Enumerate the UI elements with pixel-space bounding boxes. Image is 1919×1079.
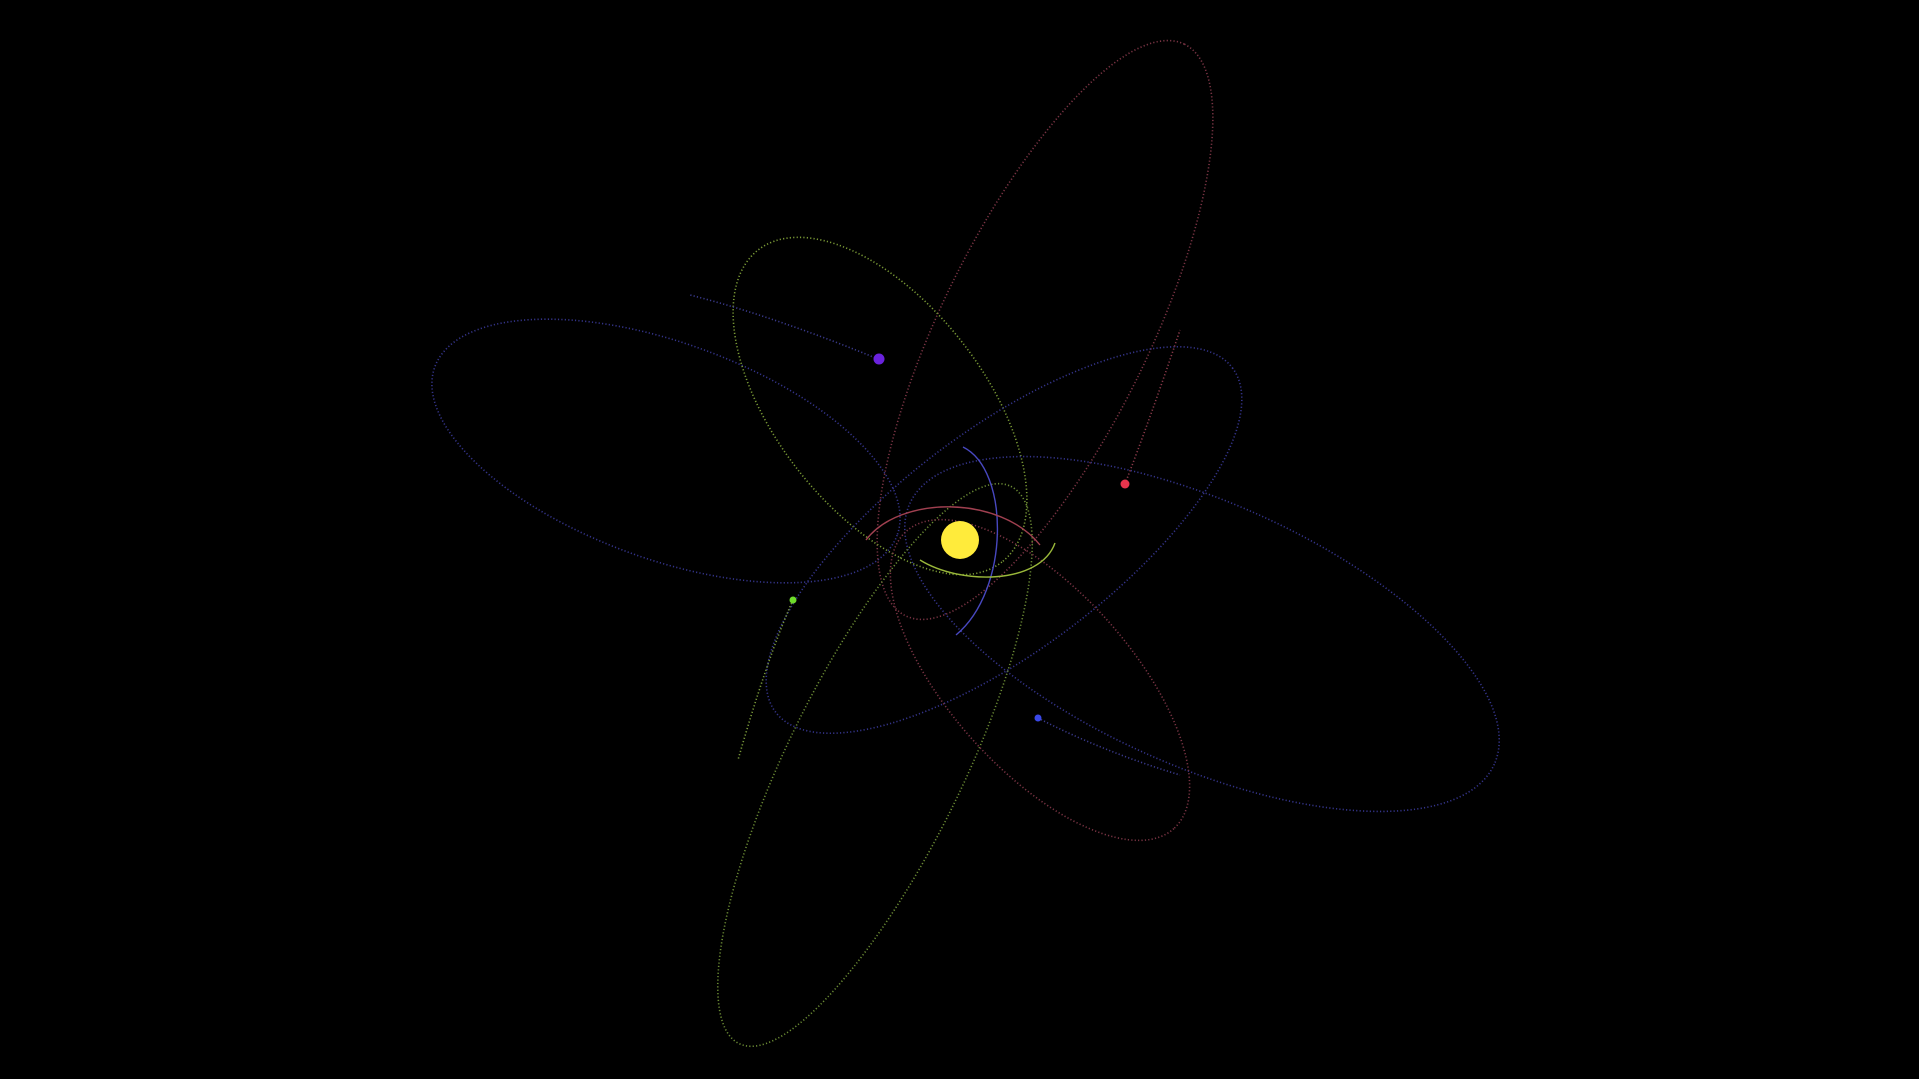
- orbit-arc-inner-red: [865, 506, 1041, 546]
- trail-purple: [689, 294, 879, 360]
- orbit-path-green-lower: [716, 482, 1034, 1048]
- planet-blue[interactable]: [1034, 714, 1042, 722]
- orbit-arc-inner-blue: [955, 446, 999, 636]
- orbit-path-red: [876, 39, 1214, 621]
- planet-red[interactable]: [1120, 479, 1130, 489]
- planet-purple[interactable]: [873, 353, 885, 365]
- orbit-arc-inner-green: [919, 542, 1056, 578]
- trail-green: [737, 599, 794, 761]
- orbit-path-purple: [431, 318, 901, 584]
- orbit-path-blue-diagonal: [765, 345, 1243, 735]
- planet-green[interactable]: [789, 596, 797, 604]
- trails-layer: [689, 294, 1181, 776]
- sun-icon: [941, 521, 979, 559]
- trail-blue: [1037, 717, 1181, 776]
- planets-layer: [789, 353, 1130, 722]
